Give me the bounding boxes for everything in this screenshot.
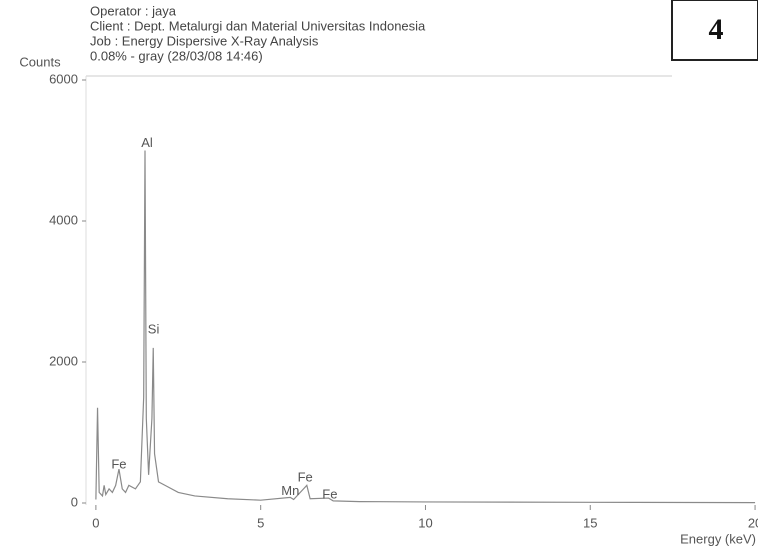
page: {"header": ["Operator : jaya", "Client :…: [0, 0, 758, 549]
chart: 4 Counts Energy (keV) Operator : jayaCli…: [0, 0, 758, 549]
y-tick-label: 6000: [49, 71, 78, 86]
peak-label: Al: [141, 135, 153, 150]
header-line: Job : Energy Dispersive X-Ray Analysis: [90, 33, 319, 48]
x-tick-label: 15: [583, 515, 597, 530]
peak-label: Mn: [281, 483, 299, 498]
y-tick-label: 0: [71, 494, 78, 509]
header-line: Operator : jaya: [90, 3, 177, 18]
x-tick-label: 5: [257, 515, 264, 530]
x-tick-label: 20: [748, 515, 758, 530]
peak-label: Fe: [298, 469, 313, 484]
x-axis-label: Energy (keV): [680, 531, 756, 546]
y-tick-label: 4000: [49, 212, 78, 227]
x-tick-label: 0: [92, 515, 99, 530]
peak-label: Si: [148, 322, 160, 337]
header-line: 0.08% - gray (28/03/08 14:46): [90, 48, 263, 63]
peak-label: Fe: [322, 486, 337, 501]
x-tick-label: 10: [418, 515, 432, 530]
y-axis-label: Counts: [19, 54, 61, 69]
header-line: Client : Dept. Metalurgi dan Material Un…: [90, 18, 426, 33]
spectrum-line: [96, 151, 755, 503]
badge: 4: [709, 13, 724, 46]
peak-label: Fe: [111, 456, 126, 471]
y-tick-label: 2000: [49, 353, 78, 368]
